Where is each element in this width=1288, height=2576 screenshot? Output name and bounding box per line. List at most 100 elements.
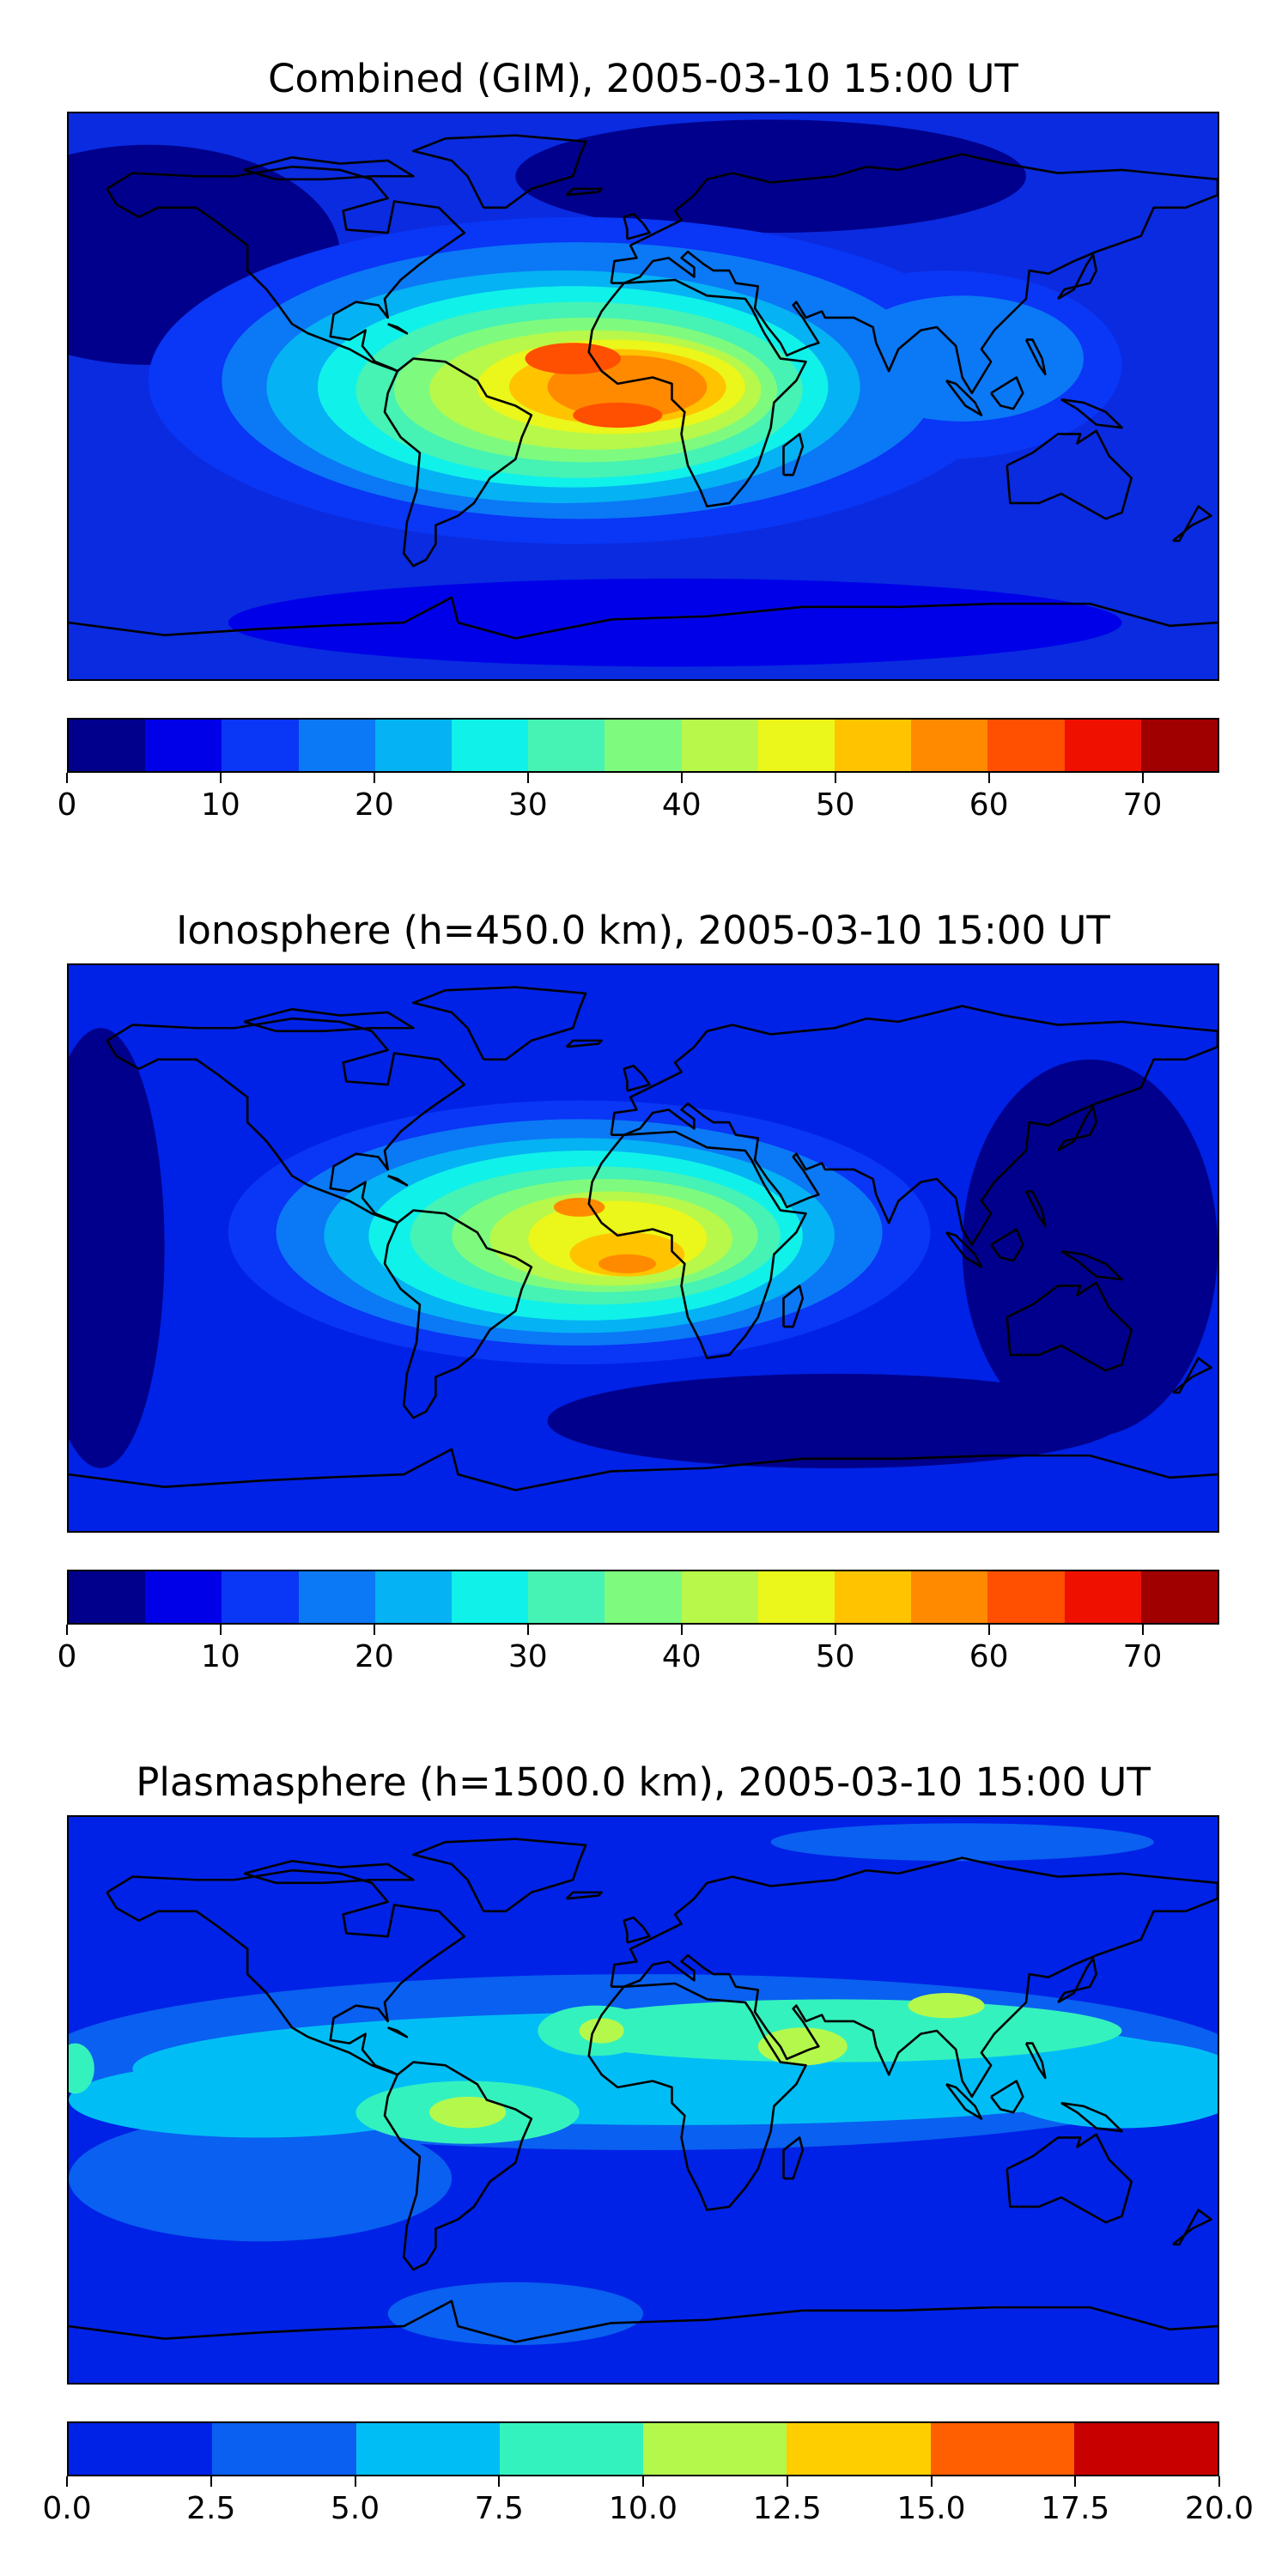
colorbar-segment — [528, 720, 605, 771]
coastline — [1060, 1249, 1123, 1281]
coastline — [587, 1130, 807, 1359]
coastline — [945, 1230, 983, 1268]
coastline — [1005, 429, 1133, 520]
tick-label: 50 — [815, 787, 855, 823]
coastline — [383, 1209, 533, 1419]
colorbar-segment — [374, 1571, 453, 1623]
contour-region — [908, 1993, 985, 2019]
colorbar-segment — [605, 1571, 682, 1623]
colorbar-segment — [298, 1571, 375, 1623]
map-combined — [67, 112, 1219, 681]
coastline — [387, 323, 409, 335]
tick-label: 0 — [57, 1639, 77, 1674]
colorbar-segment — [222, 1571, 299, 1623]
tick-label: 30 — [507, 787, 548, 823]
contour-region — [770, 1823, 1154, 1862]
contour-region — [515, 119, 1026, 234]
tick-label: 15.0 — [896, 2491, 966, 2526]
tick-mark — [66, 1625, 68, 1635]
tick-mark — [987, 773, 990, 783]
coastline — [623, 1916, 651, 1944]
colorbar-segment — [145, 720, 222, 771]
coastline — [387, 1175, 409, 1187]
coastline — [383, 357, 533, 568]
tick-mark — [210, 2476, 212, 2487]
colorbar-combined — [67, 718, 1219, 773]
coastline — [1172, 2208, 1212, 2246]
coastline — [69, 596, 1218, 640]
tick-mark — [219, 773, 222, 783]
colorbar-segment — [499, 2423, 643, 2475]
colorbar-segment — [1140, 1571, 1218, 1623]
tick-label: 60 — [969, 1639, 1009, 1674]
coastline — [587, 1982, 807, 2211]
coastline — [565, 1891, 603, 1900]
tick-label: 30 — [507, 1639, 548, 1674]
tick-label: 20 — [354, 1639, 394, 1674]
coastline — [387, 2026, 409, 2038]
colorbar-segment — [787, 2423, 931, 2475]
contour-region — [547, 1999, 1122, 2063]
colorbar-ionosphere — [67, 1570, 1219, 1625]
coastline — [1057, 1105, 1098, 1152]
colorbar-segment — [605, 720, 682, 771]
colorbar-ticks-combined: 0 10 20 30 40 50 60 70 — [58, 773, 1219, 824]
coastline — [412, 134, 587, 210]
tick-label: 40 — [661, 1639, 702, 1674]
coastline — [1024, 1190, 1047, 1228]
tick-mark — [526, 1625, 529, 1635]
colorbar-segment — [911, 720, 988, 771]
tick-label: 10 — [201, 787, 240, 823]
tick-mark — [66, 773, 68, 783]
colorbar-segment — [911, 1571, 988, 1623]
colorbar-segment — [145, 1571, 222, 1623]
colorbar-segment — [1064, 1571, 1141, 1623]
colorbar-segment — [298, 720, 375, 771]
tick-label: 20.0 — [1184, 2491, 1255, 2526]
tick-mark — [354, 2476, 356, 2487]
colorbar-segment — [69, 720, 146, 771]
coastline — [990, 376, 1024, 410]
coastline — [945, 2082, 983, 2120]
coastline — [1060, 2101, 1123, 2133]
tick-mark — [526, 773, 529, 783]
tick-label: 40 — [661, 787, 702, 823]
coastline — [945, 379, 983, 416]
colorbar-segment — [69, 1571, 146, 1623]
colorbar-ticks-plasmasphere: 0.0 2.5 5.0 7.5 10.0 12.5 15.0 17.5 20.0 — [42, 2476, 1254, 2528]
tick-label: 0 — [57, 787, 77, 823]
tick-mark — [642, 2476, 644, 2487]
tick-mark — [1141, 773, 1144, 783]
panel-title-combined: Combined (GIM), 2005-03-10 15:00 UT — [268, 56, 1018, 101]
tick-label: 20 — [354, 787, 394, 823]
panel-title-ionosphere: Ionosphere (h=450.0 km), 2005-03-10 15:0… — [176, 908, 1110, 953]
contour-region — [547, 1373, 1122, 1468]
coastline — [1005, 2133, 1133, 2224]
coastline — [383, 2061, 533, 2271]
colorbar-segment — [681, 1571, 758, 1623]
contour-region — [757, 2027, 848, 2066]
coastline — [106, 1868, 466, 2076]
coastline — [610, 1856, 1218, 2099]
tick-mark — [66, 2476, 68, 2487]
contour-region — [962, 1059, 1218, 1437]
tick-mark — [834, 773, 836, 783]
coastline — [782, 433, 805, 477]
coastline — [782, 1285, 805, 1328]
tick-label: 70 — [1122, 787, 1163, 823]
tick-label: 7.5 — [474, 2491, 524, 2526]
tick-label: 17.5 — [1041, 2491, 1110, 2526]
coastline — [69, 2300, 1218, 2343]
colorbar-segment — [757, 1571, 835, 1623]
panel-title-plasmasphere: Plasmasphere (h=1500.0 km), 2005-03-10 1… — [136, 1759, 1151, 1805]
colorbar-segment — [452, 720, 529, 771]
coastline — [1024, 338, 1047, 376]
colorbar-ticks-ionosphere: 0 10 20 30 40 50 60 70 — [58, 1625, 1219, 1676]
contour-region — [69, 2115, 453, 2242]
colorbar-segment — [930, 2423, 1074, 2475]
tick-mark — [373, 1625, 375, 1635]
contour-region — [841, 295, 1084, 422]
tick-mark — [680, 1625, 683, 1635]
colorbar-segment — [681, 720, 758, 771]
contour-region — [228, 578, 1122, 667]
